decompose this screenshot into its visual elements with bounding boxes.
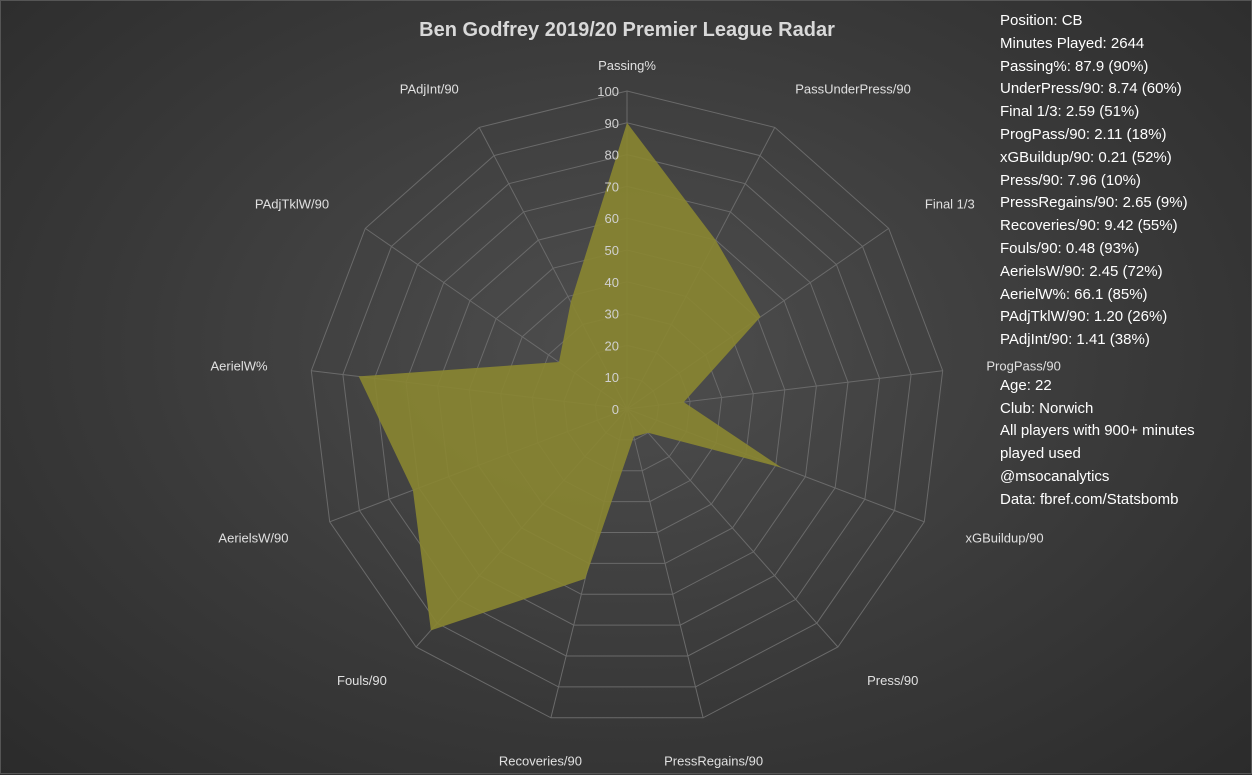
axis-label-press-90: Press/90 [867,673,918,688]
axis-label-fouls-90: Fouls/90 [337,673,387,688]
tick-label: 100 [597,84,619,99]
series-polygon [359,123,782,631]
tick-label: 70 [605,179,619,194]
tick-label: 50 [605,243,619,258]
stat-line: AerielsW/90: 2.45 (72%) [1000,261,1250,284]
tick-label: 30 [605,307,619,322]
stat-line: Final 1/3: 2.59 (51%) [1000,101,1250,124]
note-line-2: played used [1000,443,1250,466]
handle-text: @msocanalytics [1000,466,1250,489]
tick-label: 60 [605,211,619,226]
stat-line: Press/90: 7.96 (10%) [1000,170,1250,193]
tick-label: 20 [605,338,619,353]
axis-label-padjint-90: PAdjInt/90 [400,82,459,97]
stat-line: PressRegains/90: 2.65 (9%) [1000,192,1250,215]
stat-line: xGBuildup/90: 0.21 (52%) [1000,147,1250,170]
tick-label: 0 [612,402,619,417]
stat-line: Recoveries/90: 9.42 (55%) [1000,215,1250,238]
radar-data [359,123,782,631]
stat-line: PAdjTklW/90: 1.20 (26%) [1000,306,1250,329]
axis-label-final-1-3: Final 1/3 [925,196,975,211]
tick-label: 90 [605,116,619,131]
stat-line: Position: CB [1000,10,1250,33]
stat-line: Passing%: 87.9 (90%) [1000,56,1250,79]
tick-label: 80 [605,148,619,163]
tick-label: 10 [605,370,619,385]
axis-label-aerielw-: AerielW% [211,358,269,373]
stat-line: Minutes Played: 2644 [1000,33,1250,56]
stat-line: ProgPass/90: 2.11 (18%) [1000,124,1250,147]
axis-label-xgbuildup-90: xGBuildup/90 [966,530,1044,545]
axis-label-recoveries-90: Recoveries/90 [499,754,582,769]
axis-label-passing-: Passing% [598,58,656,73]
stat-line: Fouls/90: 0.48 (93%) [1000,238,1250,261]
source-text: Data: fbref.com/Statsbomb [1000,489,1250,512]
stat-line: AerielW%: 66.1 (85%) [1000,284,1250,307]
note-line-1: All players with 900+ minutes [1000,420,1250,443]
axis-label-aerielsw-90: AerielsW/90 [218,530,288,545]
tick-label: 40 [605,275,619,290]
stat-line: UnderPress/90: 8.74 (60%) [1000,78,1250,101]
age-text: Age: 22 [1000,375,1250,398]
axis-label-pressregains-90: PressRegains/90 [664,754,763,769]
axis-label-padjtklw-90: PAdjTklW/90 [255,196,329,211]
stat-line: PAdjInt/90: 1.41 (38%) [1000,329,1250,352]
axis-label-passunderpress-90: PassUnderPress/90 [795,82,911,97]
club-text: Club: Norwich [1000,398,1250,421]
